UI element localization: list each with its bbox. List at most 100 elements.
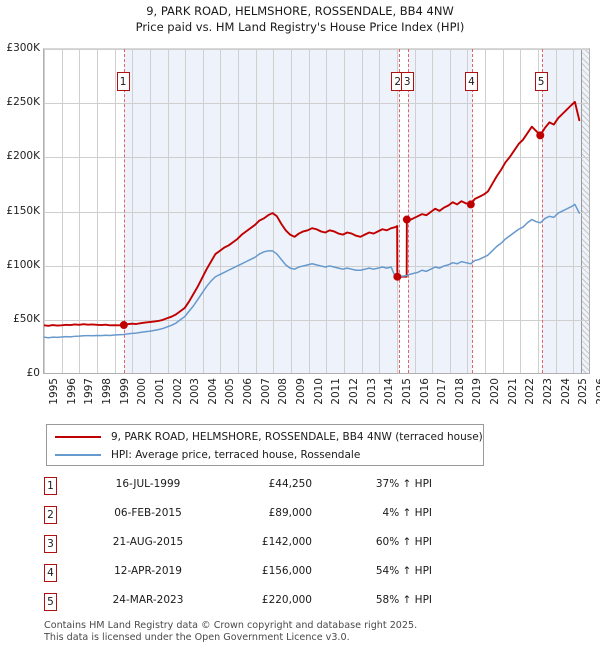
chart-gridline-horizontal <box>44 103 589 104</box>
x-axis-tick-label: 2023 <box>542 378 555 405</box>
x-axis-tick-label: 2013 <box>365 378 378 405</box>
transaction-price: £44,250 <box>268 478 312 490</box>
chart-gridline-vertical <box>326 49 327 373</box>
transaction-hpi-delta: 60% ↑ HPI <box>375 536 432 548</box>
chart-gridline-vertical <box>97 49 98 373</box>
transaction-index-badge: 1 <box>44 477 57 495</box>
x-axis-tick-label: 1996 <box>65 378 78 405</box>
x-axis-tick-label: 2008 <box>277 378 290 405</box>
event-marker-dot-4[interactable] <box>466 200 475 209</box>
x-axis-tick-label: 2009 <box>295 378 308 405</box>
y-axis-tick-label: £50K <box>13 312 40 325</box>
transaction-hpi-delta: 37% ↑ HPI <box>375 478 432 490</box>
x-axis-tick-label: 2025 <box>577 378 590 405</box>
price-chart <box>43 48 590 373</box>
chart-gridline-horizontal <box>44 212 589 213</box>
event-marker-dot-3[interactable] <box>402 215 411 224</box>
legend-label-hpi: HPI: Average price, terraced house, Ross… <box>111 449 361 461</box>
footer-attribution: Contains HM Land Registry data © Crown c… <box>44 620 584 643</box>
title-line-1: 9, PARK ROAD, HELMSHORE, ROSSENDALE, BB4… <box>146 4 454 18</box>
chart-gridline-vertical <box>309 49 310 373</box>
x-axis-tick-label: 2015 <box>400 378 413 405</box>
y-axis-tick-label: £300K <box>6 42 40 54</box>
event-marker-line-4 <box>472 49 474 373</box>
event-marker-dot-1[interactable] <box>119 321 128 330</box>
chart-gridline-vertical <box>520 49 521 373</box>
transaction-index-badge: 4 <box>44 564 57 582</box>
chart-gridline-vertical <box>115 49 116 373</box>
x-axis-line <box>43 373 590 374</box>
x-axis-tick-label: 2007 <box>259 378 272 405</box>
chart-gridline-vertical <box>132 49 133 373</box>
table-row[interactable]: 2 06-FEB-2015 £89,000 4% ↑ HPI <box>44 505 464 527</box>
chart-gridline-vertical <box>185 49 186 373</box>
chart-gridline-vertical <box>573 49 574 373</box>
y-axis-tick-label: £250K <box>6 96 40 109</box>
chart-gridline-horizontal <box>44 266 589 267</box>
x-axis-tick-label: 2017 <box>436 378 449 405</box>
x-axis-tick-label: 2024 <box>559 378 572 405</box>
x-axis-tick-label: 2021 <box>506 378 519 405</box>
chart-gridline-vertical <box>256 49 257 373</box>
chart-gridline-vertical <box>62 49 63 373</box>
x-axis-tick-label: 2010 <box>312 378 325 405</box>
footer-line-2: This data is licensed under the Open Gov… <box>44 631 350 643</box>
chart-gridline-vertical <box>397 49 398 373</box>
event-marker-line-5 <box>542 49 544 373</box>
transaction-hpi-delta: 4% ↑ HPI <box>382 507 432 519</box>
transaction-date: 06-FEB-2015 <box>114 507 182 519</box>
x-axis-tick-label: 2005 <box>224 378 237 405</box>
event-marker-dot-2[interactable] <box>393 272 402 281</box>
legend-swatch-price-paid <box>55 436 101 438</box>
event-marker-box-3[interactable]: 3 <box>400 72 414 91</box>
x-axis-tick-label: 1997 <box>83 378 96 405</box>
y-axis-tick-label: £200K <box>6 150 40 163</box>
x-axis-tick-label: 2011 <box>330 378 343 405</box>
chart-legend: 9, PARK ROAD, HELMSHORE, ROSSENDALE, BB4… <box>46 424 484 466</box>
chart-gridline-vertical <box>503 49 504 373</box>
x-axis-tick-label: 1998 <box>100 378 113 405</box>
transaction-price: £142,000 <box>261 536 312 548</box>
event-marker-dot-5[interactable] <box>536 131 545 140</box>
chart-gridline-vertical <box>485 49 486 373</box>
x-axis-tick-label: 2002 <box>171 378 184 405</box>
chart-gridline-vertical <box>415 49 416 373</box>
chart-gridline-vertical <box>150 49 151 373</box>
table-row[interactable]: 4 12-APR-2019 £156,000 54% ↑ HPI <box>44 563 464 585</box>
transaction-index-badge: 3 <box>44 535 57 553</box>
table-row[interactable]: 3 21-AUG-2015 £142,000 60% ↑ HPI <box>44 534 464 556</box>
transaction-price: £220,000 <box>261 594 312 606</box>
series-line-hpi <box>44 203 581 339</box>
y-axis-tick-label: £100K <box>6 258 40 271</box>
x-axis-tick-label: 2018 <box>453 378 466 405</box>
event-marker-box-1[interactable]: 1 <box>116 72 130 91</box>
chart-gridline-vertical <box>238 49 239 373</box>
x-axis-tick-label: 2022 <box>524 378 537 405</box>
chart-gridline-vertical <box>79 49 80 373</box>
x-axis-tick-label: 2000 <box>136 378 149 405</box>
y-axis-tick-label: £150K <box>6 204 40 217</box>
transaction-price: £89,000 <box>268 507 312 519</box>
table-row[interactable]: 5 24-MAR-2023 £220,000 58% ↑ HPI <box>44 592 464 614</box>
series-line-price-paid <box>44 100 581 327</box>
transaction-index-badge: 2 <box>44 506 57 524</box>
transaction-date: 12-APR-2019 <box>114 565 182 577</box>
chart-gridline-horizontal <box>44 157 589 158</box>
chart-gridline-horizontal <box>44 320 589 321</box>
x-axis-tick-label: 2003 <box>189 378 202 405</box>
table-row[interactable]: 1 16-JUL-1999 £44,250 37% ↑ HPI <box>44 476 464 498</box>
event-marker-line-2 <box>398 49 400 373</box>
event-marker-box-5[interactable]: 5 <box>534 72 548 91</box>
transaction-date: 24-MAR-2023 <box>112 594 184 606</box>
event-marker-box-4[interactable]: 4 <box>464 72 478 91</box>
chart-gridline-vertical <box>362 49 363 373</box>
chart-gridline-vertical <box>168 49 169 373</box>
page-title: 9, PARK ROAD, HELMSHORE, ROSSENDALE, BB4… <box>0 3 600 35</box>
transaction-price: £156,000 <box>261 565 312 577</box>
chart-gridline-vertical <box>379 49 380 373</box>
x-axis-tick-label: 2012 <box>347 378 360 405</box>
chart-plot-area <box>43 48 590 373</box>
chart-gridline-vertical <box>220 49 221 373</box>
transaction-index-badge: 5 <box>44 593 57 611</box>
chart-gridline-horizontal <box>44 49 589 50</box>
